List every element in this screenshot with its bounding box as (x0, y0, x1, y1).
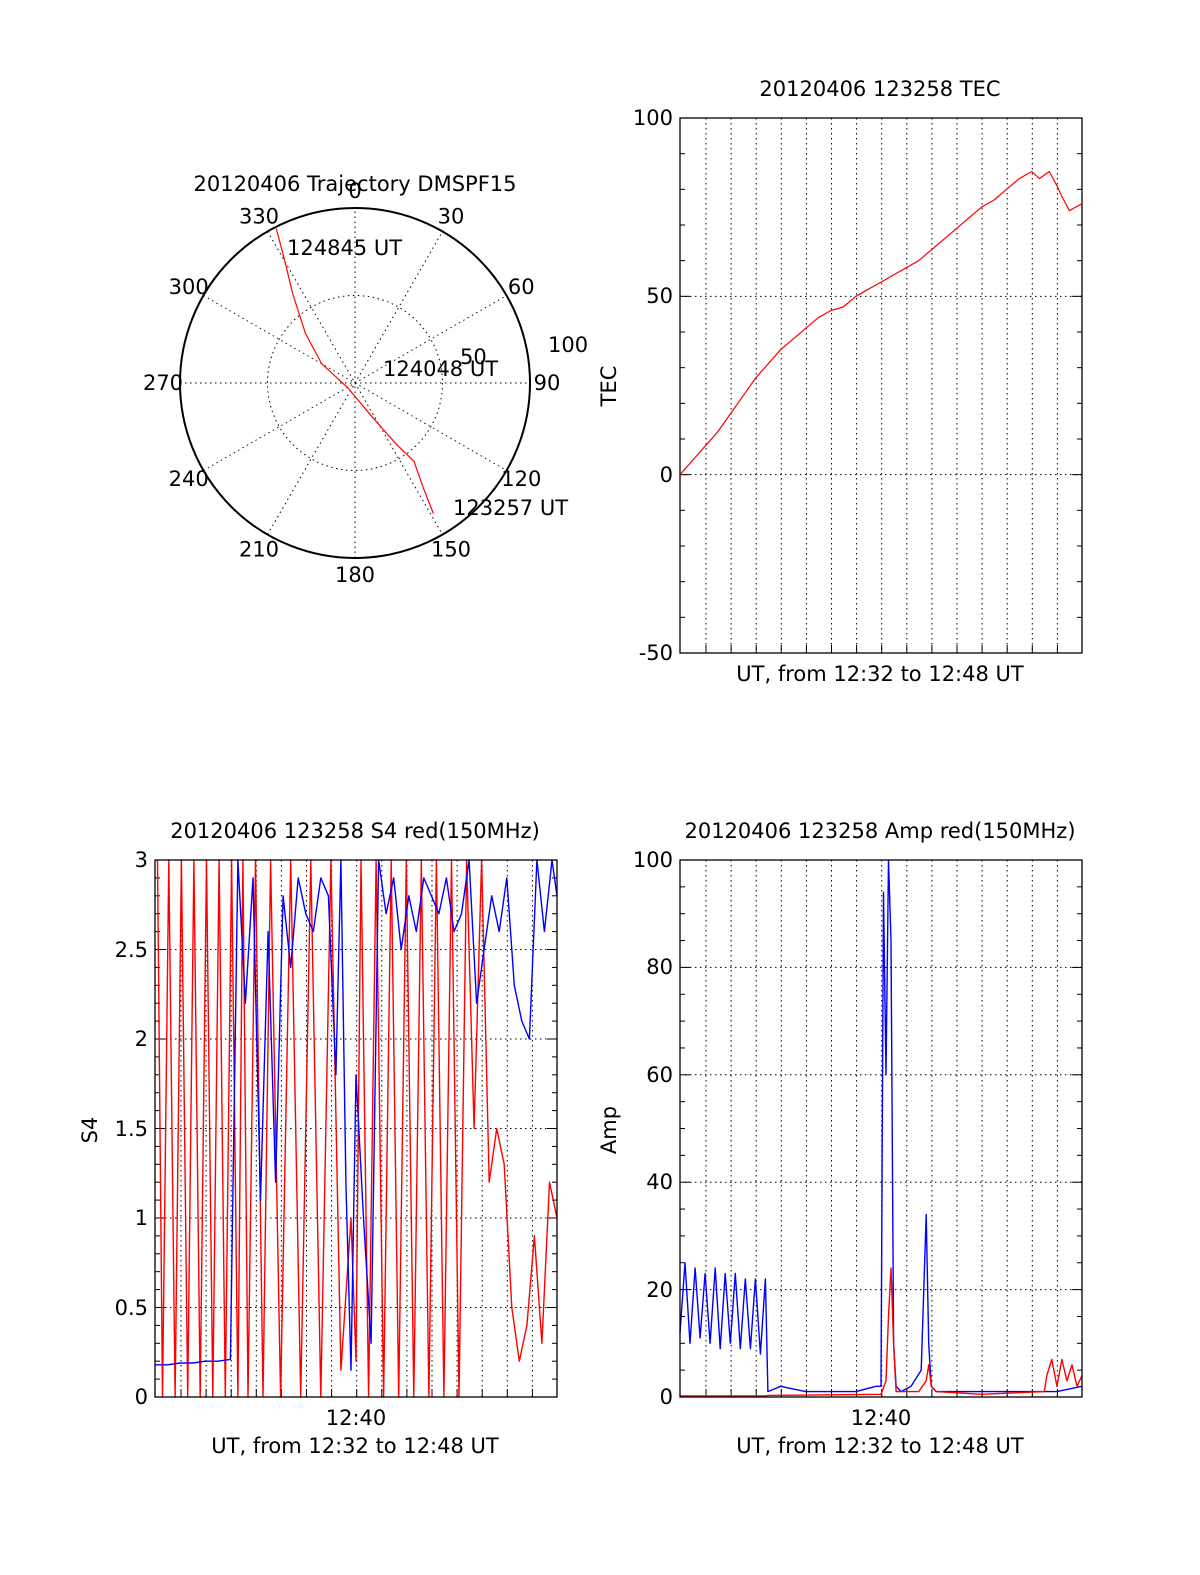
azimuth-label-30: 30 (438, 205, 465, 229)
amp-plot-frame (679, 859, 1083, 1398)
amp-y-axis: 0 20 40 60 80 100 (633, 848, 673, 1409)
polar-inner-ring (267, 295, 443, 471)
series-line-0 (679, 859, 1083, 1393)
trajectory-line (275, 228, 434, 514)
tec-ytick-label: -50 (639, 641, 673, 665)
radial-label-50: 50 (460, 345, 487, 369)
trajectory-panel: 20120406 Trajectory DMSPF15 0 30 60 90 1… (143, 172, 588, 587)
amp-series (679, 859, 1083, 1397)
polar-azimuth-labels: 0 30 60 90 120 150 180 210 240 270 300 3… (143, 179, 560, 587)
amp-ytick-label: 100 (633, 848, 673, 872)
s4-title: 20120406 123258 S4 red(150MHz) (170, 819, 540, 843)
s4-ytick-label: 3 (135, 848, 148, 872)
trajectory-mid-label: 124048 UT (383, 357, 498, 381)
s4-ytick-label: 2 (135, 1027, 148, 1051)
tec-ytick-label: 0 (660, 463, 673, 487)
s4-ytick-label: 0 (135, 1385, 148, 1409)
series-line-1 (155, 859, 558, 1371)
azimuth-label-300: 300 (169, 275, 209, 299)
azimuth-label-90: 90 (534, 371, 561, 395)
tec-series (679, 170, 1083, 476)
tec-panel: 20120406 123258 TEC -50 0 50 100 TEC UT,… (597, 77, 1083, 686)
amp-ytick-label: 40 (646, 1170, 673, 1194)
tec-y-axis-label: TEC (597, 366, 621, 408)
amp-ytick-label: 60 (646, 1063, 673, 1087)
azimuth-label-150: 150 (431, 537, 471, 561)
azimuth-label-60: 60 (508, 275, 535, 299)
polar-spoke (267, 231, 443, 535)
s4-y-axis: 0 0.5 1 1.5 2 2.5 3 (115, 848, 148, 1409)
amp-ytick-label: 0 (660, 1385, 673, 1409)
azimuth-label-180: 180 (335, 563, 375, 587)
tec-y-axis: -50 0 50 100 (633, 106, 673, 665)
tec-grid (680, 117, 1082, 654)
s4-y-axis-label: S4 (78, 1117, 102, 1144)
azimuth-label-330: 330 (239, 205, 279, 229)
amp-title: 20120406 123258 Amp red(150MHz) (684, 819, 1075, 843)
s4-ytick-label: 0.5 (115, 1296, 148, 1320)
amp-ytick-label: 80 (646, 955, 673, 979)
tec-plot-frame (679, 117, 1083, 654)
radial-label-100: 100 (548, 333, 588, 357)
amp-ytick-label: 20 (646, 1278, 673, 1302)
trajectory-end-label: 124845 UT (287, 236, 402, 260)
amp-x-axis-label: UT, from 12:32 to 12:48 UT (736, 1434, 1024, 1458)
azimuth-label-0: 0 (348, 179, 361, 203)
polar-grid (179, 207, 531, 559)
s4-xtick-label: 12:40 (326, 1406, 387, 1430)
amp-panel: 20120406 123258 Amp red(150MHz) 0 20 40 … (597, 819, 1083, 1458)
s4-panel: 20120406 123258 S4 red(150MHz) 0 0.5 1 1… (78, 819, 558, 1458)
tec-title: 20120406 123258 TEC (759, 77, 1000, 101)
s4-ytick-label: 2.5 (115, 938, 148, 962)
tec-ytick-label: 100 (633, 106, 673, 130)
azimuth-label-270: 270 (143, 371, 183, 395)
series-line-1 (680, 1267, 1083, 1397)
amp-y-axis-label: Amp (597, 1106, 621, 1154)
tec-x-axis-label: UT, from 12:32 to 12:48 UT (736, 662, 1024, 686)
series-line-0 (156, 859, 558, 1398)
azimuth-label-210: 210 (239, 537, 279, 561)
amp-xtick-label: 12:40 (851, 1406, 912, 1430)
azimuth-label-120: 120 (501, 467, 541, 491)
s4-ytick-label: 1 (135, 1206, 148, 1230)
trajectory-track (275, 228, 434, 514)
tec-ytick-label: 50 (646, 284, 673, 308)
s4-x-axis-label: UT, from 12:32 to 12:48 UT (211, 1434, 499, 1458)
series-line-0 (679, 170, 1083, 476)
trajectory-start-label: 123257 UT (453, 496, 568, 520)
trajectory-title: 20120406 Trajectory DMSPF15 (193, 172, 516, 196)
azimuth-label-240: 240 (169, 467, 209, 491)
s4-ytick-label: 1.5 (115, 1117, 148, 1141)
s4-plot-frame (154, 859, 558, 1398)
